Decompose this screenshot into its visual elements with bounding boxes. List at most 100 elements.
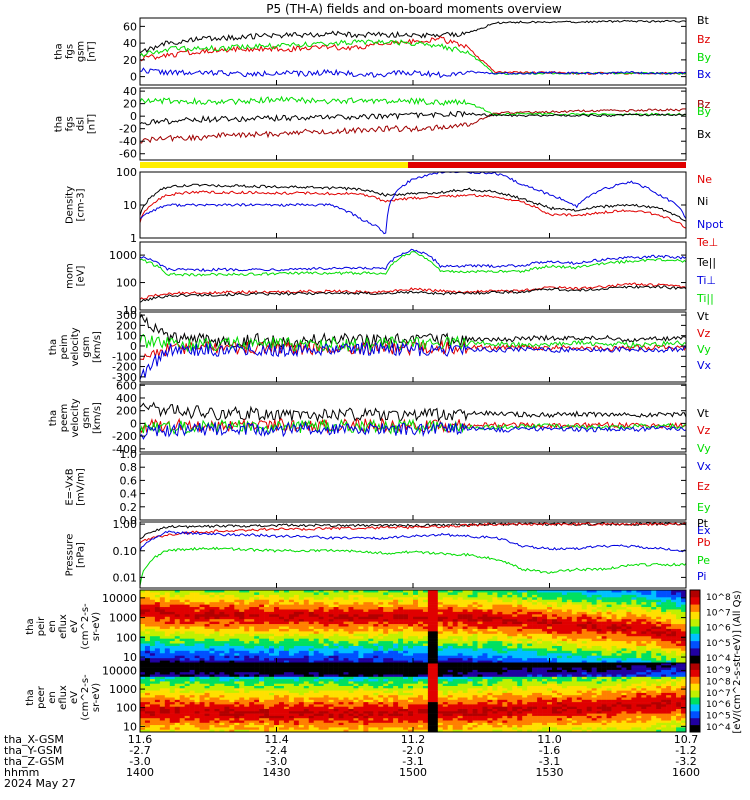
series-line-temperature-2: [139, 248, 687, 272]
heatmap-cell: [249, 592, 255, 596]
heatmap-cell: [462, 655, 468, 659]
heatmap-cell: [323, 676, 329, 680]
heatmap-cell: [313, 679, 319, 682]
heatmap-cell: [532, 641, 538, 644]
heatmap-cell: [259, 650, 265, 654]
legend-entry: By: [697, 105, 712, 118]
heatmap-cell: [606, 599, 612, 603]
heatmap-cell: [244, 624, 250, 627]
heatmap-cell: [571, 655, 578, 659]
y-axis-label: eflux: [58, 614, 69, 639]
heatmap-cell: [492, 628, 498, 632]
heatmap-cell: [214, 704, 220, 707]
heatmap-cell: [586, 607, 592, 610]
y-axis-label: [nT]: [87, 41, 98, 61]
heatmap-cell: [358, 641, 364, 644]
heatmap-cell: [179, 626, 185, 630]
heatmap-cell: [656, 648, 662, 652]
heatmap-cell: [154, 681, 161, 684]
heatmap-cell: [596, 655, 602, 659]
heatmap-cell: [408, 611, 414, 615]
heatmap-cell: [224, 711, 230, 714]
heatmap-cell: [224, 690, 230, 694]
heatmap-cell: [467, 599, 473, 603]
heatmap-cell: [259, 727, 265, 730]
heatmap-cell: [621, 658, 627, 661]
heatmap-cell: [661, 658, 667, 661]
heatmap-cell: [636, 602, 642, 605]
heatmap-cell: [149, 590, 156, 593]
heatmap-cell: [219, 650, 225, 654]
heatmap-cell: [259, 653, 265, 656]
heatmap-cell: [413, 604, 419, 608]
heatmap-cell: [462, 616, 468, 620]
heatmap-cell: [194, 597, 200, 601]
heatmap-cell: [224, 611, 230, 615]
heatmap-cell: [522, 633, 528, 637]
heatmap-cell: [487, 645, 493, 649]
heatmap-cell: [313, 645, 319, 649]
heatmap-cell: [169, 702, 176, 705]
heatmap-cell: [462, 631, 468, 635]
heatmap-cell: [179, 658, 185, 661]
heatmap-cell: [368, 665, 374, 668]
heatmap-cell: [492, 638, 498, 642]
heatmap-cell: [427, 628, 434, 632]
heatmap-cell: [269, 614, 275, 618]
heatmap-cell: [338, 669, 344, 673]
heatmap-cell: [333, 626, 339, 630]
heatmap-cell: [144, 650, 151, 654]
heatmap-cell: [278, 592, 285, 596]
heatmap-cell: [368, 626, 374, 630]
heatmap-cell: [467, 607, 473, 610]
heatmap-cell: [278, 686, 285, 689]
heatmap-cell: [626, 638, 632, 642]
heatmap-cell: [368, 660, 374, 664]
heatmap-cell: [164, 672, 171, 675]
heatmap-cell: [378, 597, 384, 601]
heatmap-cell: [164, 706, 171, 710]
heatmap-cell: [269, 616, 275, 620]
heatmap-cell: [408, 594, 414, 598]
heatmap-cell: [492, 590, 498, 593]
heatmap-cell: [244, 715, 250, 719]
heatmap-cell: [408, 636, 414, 639]
heatmap-cell: [348, 669, 354, 673]
heatmap-cell: [293, 638, 300, 642]
heatmap-cell: [547, 655, 553, 659]
heatmap-cell: [517, 594, 523, 598]
heatmap-cell: [313, 650, 319, 654]
heatmap-cell: [204, 602, 210, 605]
heatmap-cell: [581, 594, 588, 598]
heatmap-cell: [199, 628, 205, 632]
heatmap-cell: [447, 614, 454, 618]
heatmap-cell: [512, 660, 518, 664]
heatmap-cell: [154, 699, 161, 703]
heatmap-cell: [214, 699, 220, 703]
heatmap-cell: [383, 619, 389, 622]
heatmap-cell: [353, 692, 359, 696]
heatmap-cell: [149, 633, 156, 637]
heatmap-cell: [204, 621, 210, 625]
heatmap-cell: [288, 702, 295, 705]
heatmap-cell: [482, 619, 488, 622]
heatmap-cell: [537, 616, 543, 620]
y-axis-label: [nT]: [87, 114, 98, 134]
y-axis-label: fgs: [65, 44, 76, 59]
heatmap-cell: [472, 633, 478, 637]
heatmap-cell: [209, 681, 215, 684]
heatmap-cell: [214, 676, 220, 680]
heatmap-cell: [358, 669, 364, 673]
heatmap-cell: [671, 604, 677, 608]
heatmap-cell: [363, 611, 369, 615]
heatmap-cell: [149, 631, 156, 635]
heatmap-cell: [204, 648, 210, 652]
heatmap-cell: [338, 636, 344, 639]
heatmap-cell: [184, 720, 190, 724]
heatmap-cell: [234, 648, 240, 652]
heatmap-cell: [154, 636, 161, 639]
heatmap-cell: [313, 597, 319, 601]
heatmap-cell: [537, 590, 543, 593]
heatmap-cell: [219, 607, 225, 610]
heatmap-cell: [641, 653, 647, 656]
